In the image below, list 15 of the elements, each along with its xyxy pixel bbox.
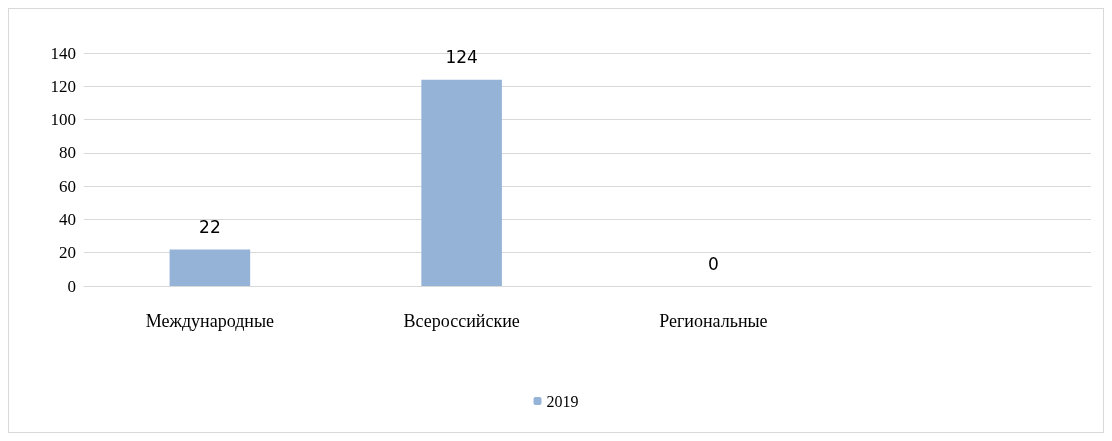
y-tick-label: 0 <box>67 276 76 296</box>
y-tick-label: 100 <box>50 110 76 130</box>
y-tick-label: 20 <box>59 243 76 263</box>
y-tick-label: 80 <box>59 143 76 163</box>
x-tick-label: Всероссийские <box>403 311 520 331</box>
data-label: 124 <box>445 47 478 68</box>
x-tick-label: Региональные <box>659 311 768 331</box>
x-tick-label: Международные <box>145 311 275 331</box>
data-label: 0 <box>707 253 719 274</box>
y-tick-label: 60 <box>59 176 76 196</box>
y-tick-label: 40 <box>59 209 76 229</box>
legend-label: 2019 <box>546 392 579 410</box>
data-label: 22 <box>199 216 221 237</box>
y-tick-label: 140 <box>50 43 76 63</box>
y-tick-label: 120 <box>50 76 76 96</box>
